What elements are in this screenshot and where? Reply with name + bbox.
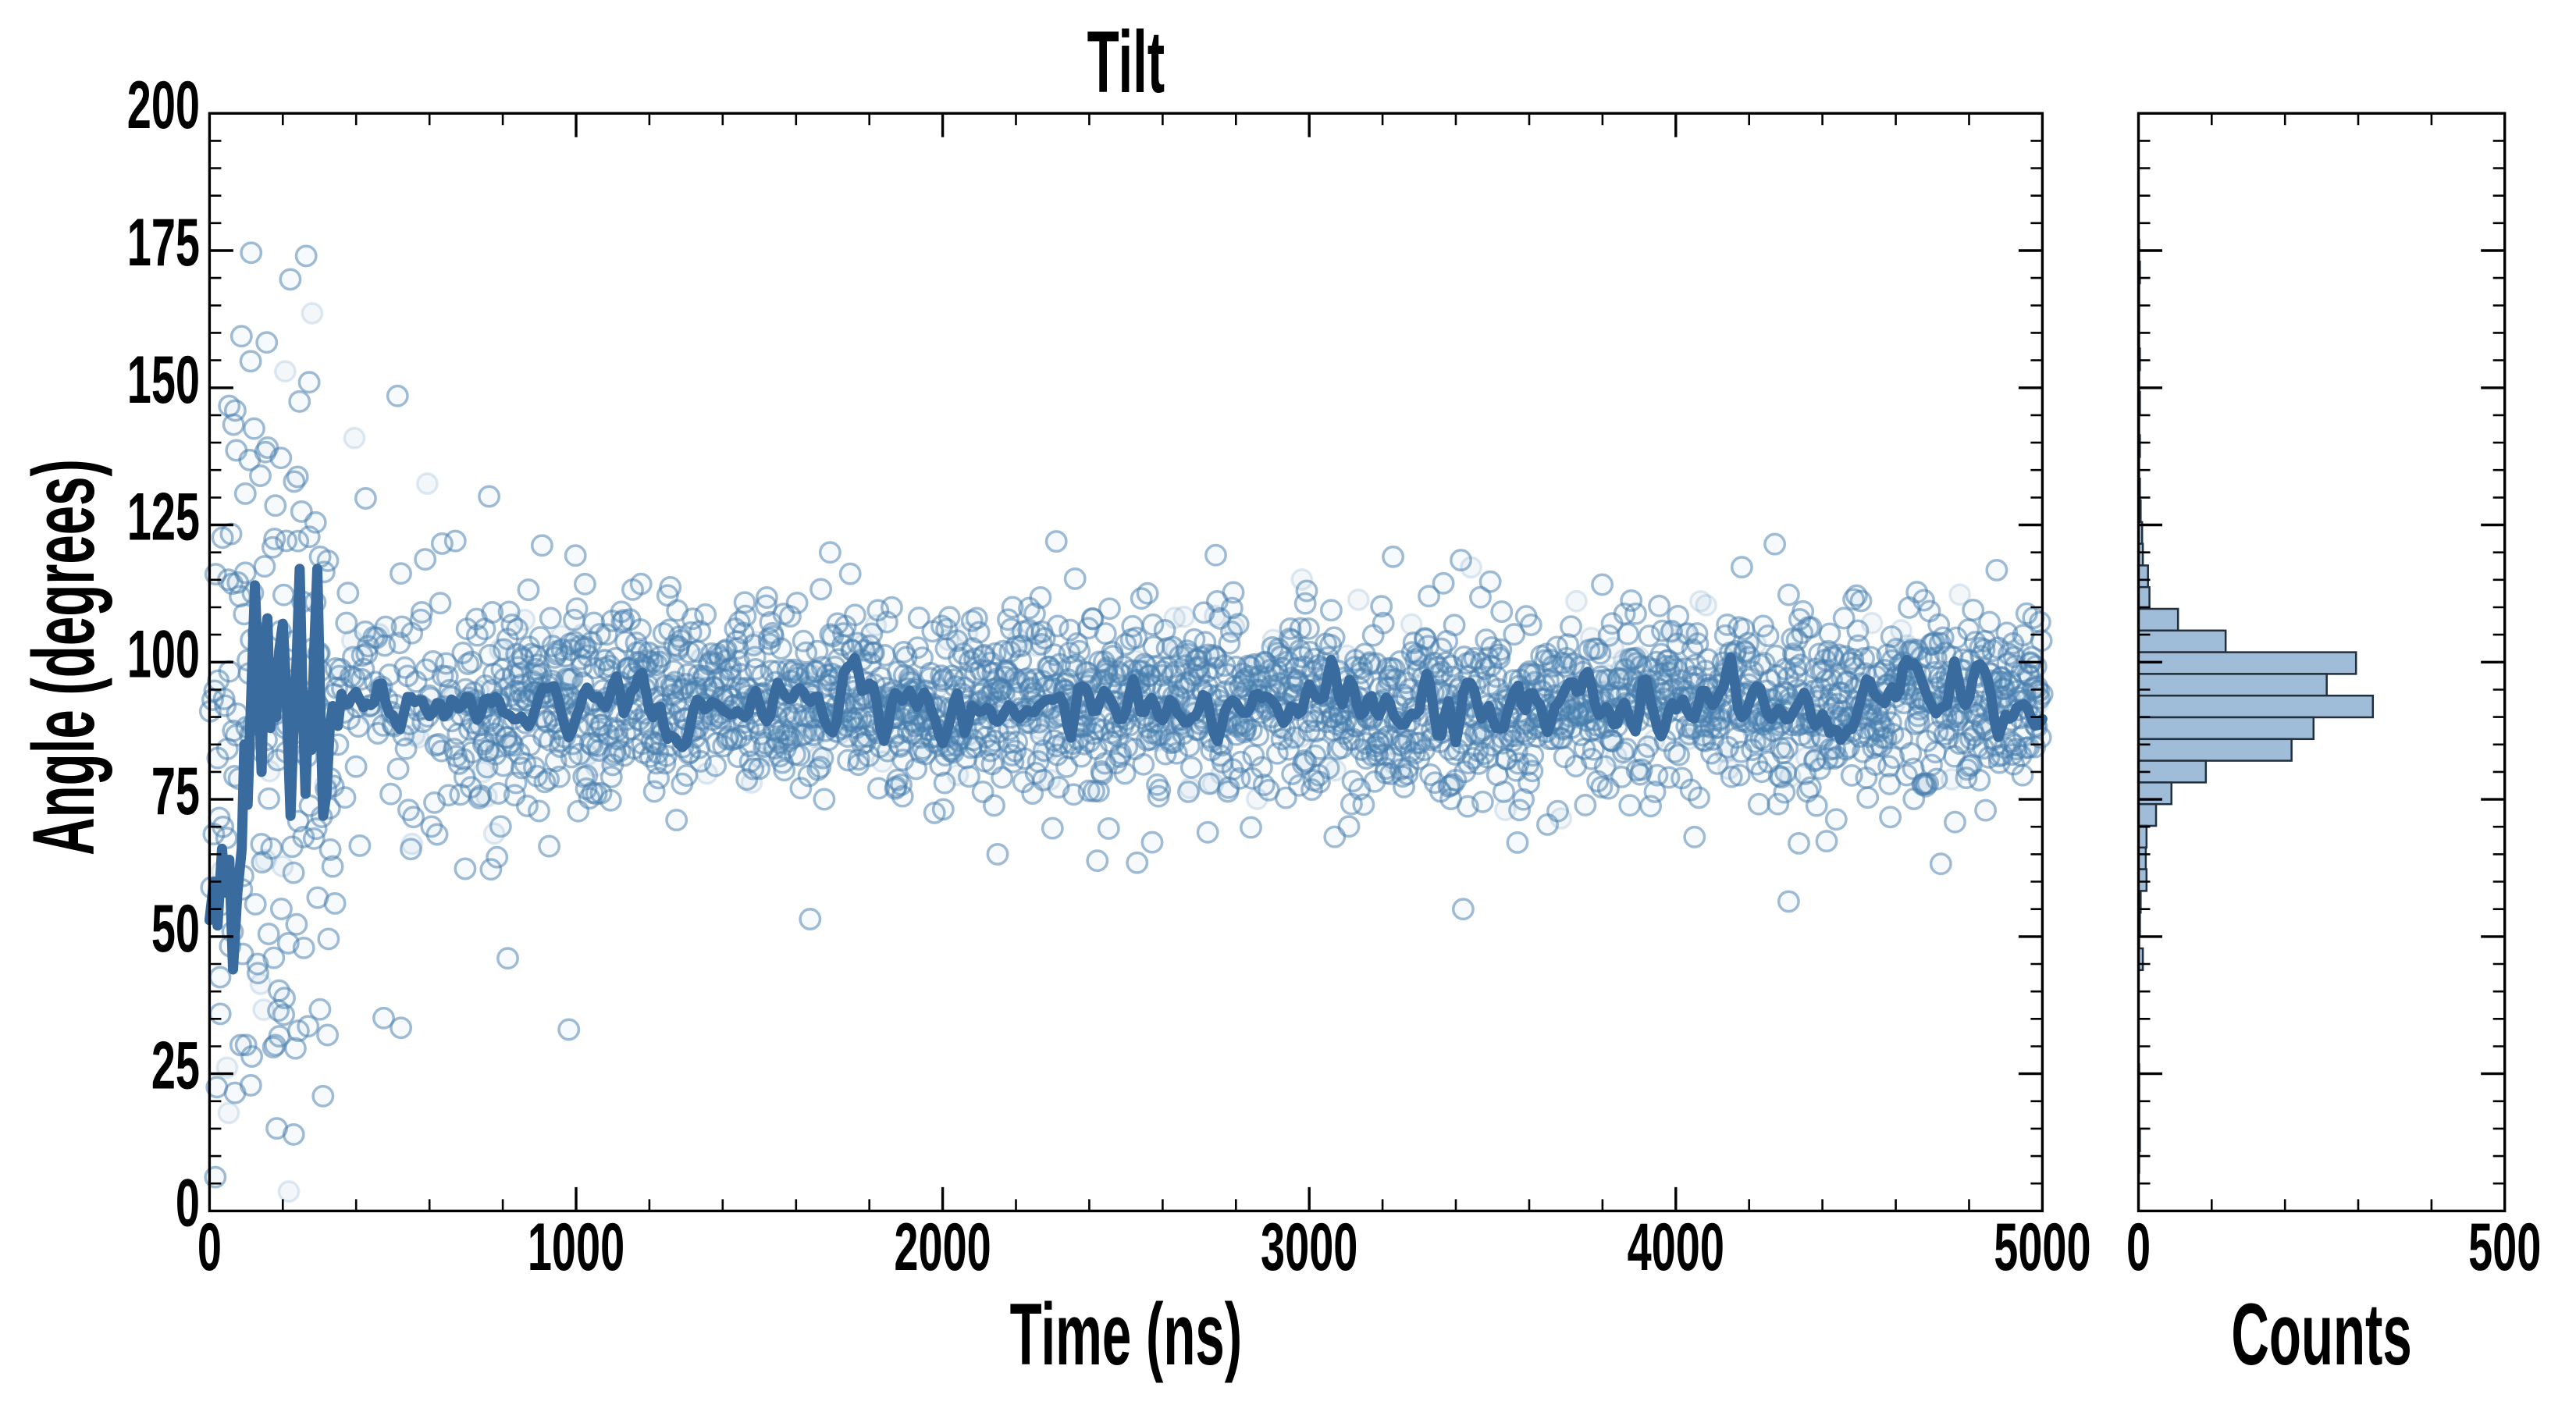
svg-text:75: 75 xyxy=(151,754,200,829)
svg-text:2000: 2000 xyxy=(894,1210,991,1285)
svg-text:0: 0 xyxy=(2126,1210,2151,1285)
svg-text:25: 25 xyxy=(151,1029,200,1104)
svg-text:1000: 1000 xyxy=(528,1210,624,1285)
svg-text:0: 0 xyxy=(176,1165,200,1240)
svg-text:Time (ns): Time (ns) xyxy=(1010,1285,1242,1383)
svg-text:200: 200 xyxy=(127,68,200,143)
svg-text:125: 125 xyxy=(127,479,200,554)
svg-text:175: 175 xyxy=(127,205,200,280)
svg-text:Angle (degrees): Angle (degrees) xyxy=(14,459,112,855)
svg-text:100: 100 xyxy=(127,617,200,692)
svg-text:150: 150 xyxy=(127,343,200,418)
svg-text:3000: 3000 xyxy=(1261,1210,1357,1285)
svg-text:5000: 5000 xyxy=(1994,1210,2090,1285)
svg-text:500: 500 xyxy=(2468,1210,2541,1285)
svg-text:4000: 4000 xyxy=(1628,1210,1724,1285)
svg-text:0: 0 xyxy=(197,1210,222,1285)
svg-text:50: 50 xyxy=(151,891,200,966)
svg-text:Tilt: Tilt xyxy=(1087,12,1165,111)
svg-text:Counts: Counts xyxy=(2231,1285,2411,1383)
